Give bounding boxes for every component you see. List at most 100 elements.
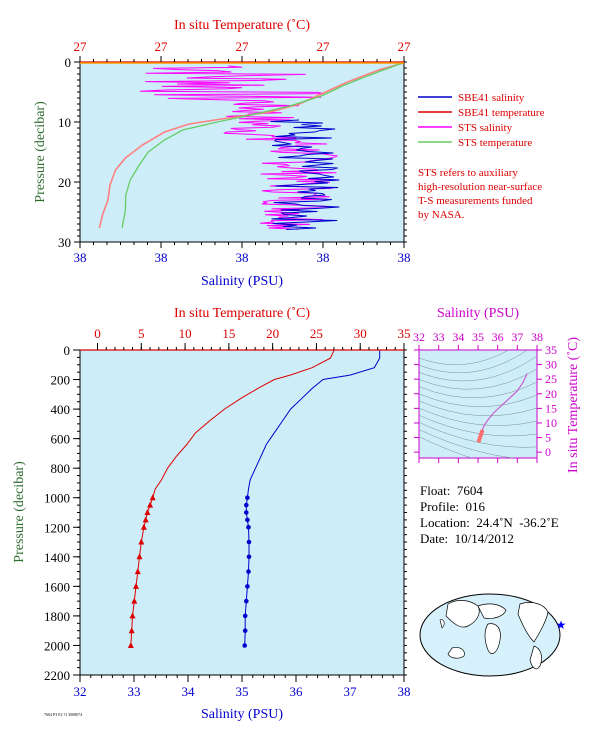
temperature-point (140, 523, 147, 530)
main-pressure-title: Pressure (decibar) (12, 461, 27, 563)
ts-density-contour (419, 350, 510, 365)
ts-sal-tick-label: 36 (492, 330, 504, 344)
legend-label-sbe41-temperature: SBE41 temperature (458, 107, 545, 119)
temperature-point (147, 501, 154, 508)
ts-density-contour (419, 407, 537, 426)
main-temp-tick-label: 20 (266, 326, 279, 341)
legend-label-sts-salinity: STS salinity (458, 122, 513, 134)
ts-salinity-title: Salinity (PSU) (437, 306, 519, 321)
legend-label-sts-temperature: STS temperature (458, 137, 532, 149)
ts-sal-tick-label: 34 (452, 330, 464, 344)
top-panel-profiles (80, 62, 404, 230)
main-salinity-title: Salinity (PSU) (201, 707, 283, 722)
temperature-profile-line (130, 350, 335, 646)
ts-sal-tick-label: 32 (413, 330, 425, 344)
main-temp-tick-label: 30 (354, 326, 367, 341)
main-sal-tick-label: 37 (344, 684, 358, 699)
main-temp-tick-label: 5 (138, 326, 145, 341)
note-line-2: high-resolution near-surface (418, 181, 542, 193)
main-plot-area (79, 349, 405, 676)
main-pressure-tick-label: 1800 (44, 609, 70, 624)
main-pressure-tick-label: 1000 (44, 491, 70, 506)
ts-temp-tick-label: 5 (545, 431, 551, 445)
top-temp-tick-label: 27 (74, 39, 88, 54)
salinity-point (246, 525, 251, 530)
main-pressure-tick-label: 1200 (44, 520, 70, 535)
note-line-3: T-S measurements funded (418, 195, 533, 207)
sbe41-temperature-trace (98, 62, 404, 229)
map-land-asia (445, 600, 480, 628)
ts-sal-tick-label: 35 (472, 330, 484, 344)
float-location: Location: 24.4˚N -36.2˚E (420, 515, 559, 530)
main-pressure-tick-label: 0 (64, 343, 71, 358)
ts-density-contour (419, 355, 537, 382)
sts-note: STS refers to auxiliary high-resolution … (418, 167, 542, 221)
top-legend: SBE41 salinity SBE41 temperature STS sal… (418, 92, 545, 149)
ts-point (476, 438, 482, 443)
float-id: Float: 7604 (420, 483, 483, 498)
footer-code: 7604 P3 F2 ?1 3008074 (44, 712, 82, 717)
salinity-point (245, 584, 250, 589)
ts-density-contour (419, 400, 537, 417)
ts-sal-tick-label: 33 (433, 330, 445, 344)
temperature-point (128, 627, 135, 634)
profile-number: Profile: 016 (420, 499, 485, 514)
ts-temp-tick-label: 10 (545, 416, 557, 430)
temperature-point (144, 509, 151, 515)
salinity-point (244, 502, 249, 508)
main-sal-tick-label: 38 (398, 684, 411, 699)
top-temp-tick-label: 27 (317, 39, 331, 54)
map-land-africa (484, 623, 501, 654)
ts-temp-tick-label: 35 (545, 343, 557, 357)
top-pressure-tick-label: 10 (58, 115, 71, 130)
world-map: ★ (419, 593, 567, 677)
ts-density-contour (419, 368, 537, 390)
main-temp-tick-label: 15 (222, 326, 235, 341)
main-sal-tick-label: 34 (182, 684, 196, 699)
salinity-point (245, 517, 250, 523)
ts-density-contour (419, 414, 537, 437)
main-pressure-tick-label: 1600 (44, 579, 70, 594)
main-temp-tick-label: 35 (398, 326, 411, 341)
top-sal-tick-label: 38 (317, 250, 330, 265)
main-pressure-tick-label: 600 (51, 432, 71, 447)
top-panel-temp-title: In situ Temperature (˚C) (174, 18, 310, 33)
salinity-point (242, 613, 248, 619)
salinity-point (244, 598, 249, 604)
legend-label-sbe41-salinity: SBE41 salinity (458, 92, 525, 104)
ts-panel-data (419, 350, 537, 458)
ts-temp-tick-label: 20 (545, 387, 557, 401)
main-temp-title: In situ Temperature (˚C) (174, 306, 310, 321)
note-line-1: STS refers to auxiliary (418, 167, 518, 179)
main-pressure-tick-label: 1400 (44, 550, 70, 565)
main-pressure-tick-label: 800 (51, 461, 71, 476)
top-pressure-tick-label: 0 (65, 55, 72, 70)
main-sal-tick-label: 36 (290, 684, 304, 699)
ts-density-contour (419, 436, 473, 458)
ts-sal-tick-label: 38 (531, 330, 543, 344)
temperature-point (133, 582, 139, 589)
ts-temp-tick-label: 15 (545, 401, 557, 415)
salinity-point (244, 510, 249, 515)
temperature-point (149, 494, 156, 501)
top-sal-tick-label: 38 (236, 250, 249, 265)
map-land-australia (447, 647, 465, 659)
ts-density-contour (419, 429, 515, 458)
salinity-point (246, 539, 252, 545)
ts-temp-tick-label: 30 (545, 358, 557, 372)
main-sal-tick-label: 35 (236, 684, 249, 699)
main-panel-ticks: 32 33 34 35 36 37 38 0 5 10 15 20 25 30 35 0 200 400 600 80… (44, 326, 411, 699)
top-sal-tick-label: 38 (74, 250, 87, 265)
top-sal-tick-label: 38 (155, 250, 168, 265)
map-land-europe-asia (477, 603, 507, 619)
salinity-profile-line (244, 350, 381, 646)
float-location-marker-icon: ★ (556, 618, 567, 632)
temperature-point (131, 597, 138, 604)
main-temp-tick-label: 10 (179, 326, 192, 341)
top-panel-ticks: 27 27 27 27 27 38 38 38 38 38 0 10 20 30 (58, 39, 411, 265)
ts-temp-tick-label: 0 (545, 445, 551, 459)
temperature-point (127, 642, 134, 648)
note-line-4: by NASA. (418, 209, 465, 221)
